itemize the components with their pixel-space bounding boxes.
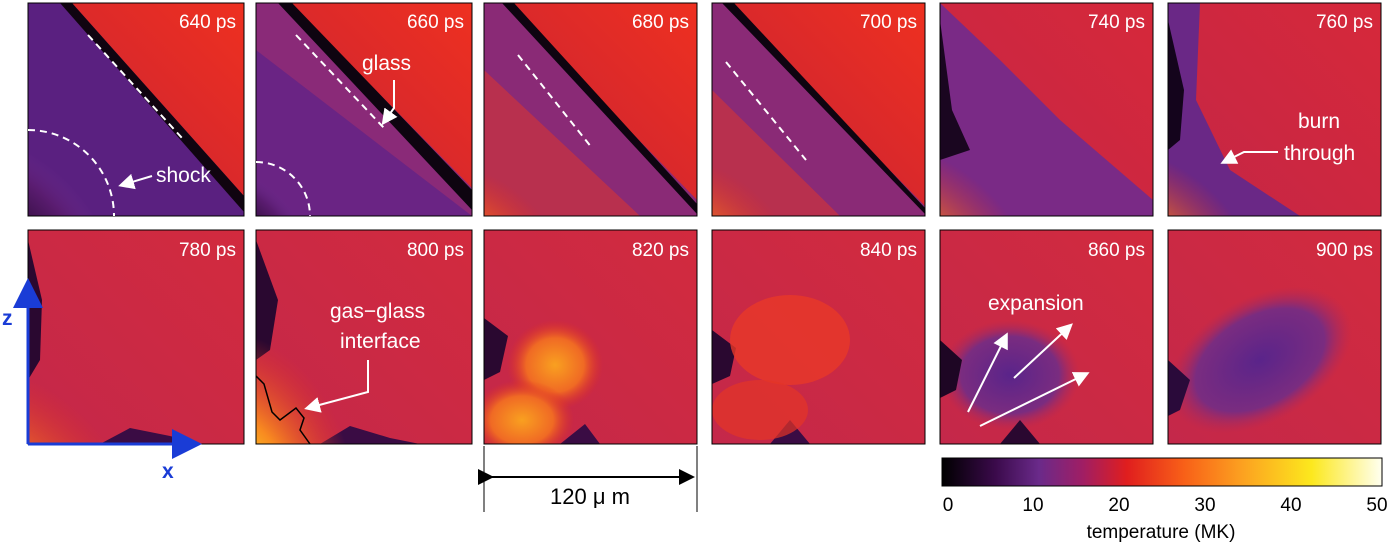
time-label-900: 900 ps [1316,240,1373,261]
time-label-700: 700 ps [860,12,917,33]
colorbar: 0 10 20 30 40 50 temperature (MK) [941,457,1388,543]
panel-660ps [256,3,472,216]
colorbar-tick-40: 40 [1280,495,1301,516]
panel-800ps [256,230,472,444]
time-label-780: 780 ps [179,240,236,261]
time-label-860: 860 ps [1088,240,1145,261]
colorbar-tick-10: 10 [1022,495,1043,516]
panel-780ps [28,230,244,444]
scale-bar-label: 120 μ m [550,484,630,509]
panel-860ps [940,230,1153,444]
scale-bar: 120 μ m [478,446,698,512]
colorbar-tick-0: 0 [943,495,954,516]
colorbar-label: temperature (MK) [1087,522,1236,543]
time-label-760: 760 ps [1316,12,1373,33]
axis-indicator: z x [2,278,202,483]
interface-label: interface [340,330,421,353]
time-label-820: 820 ps [632,240,689,261]
z-axis-label: z [2,307,13,330]
time-label-740: 740 ps [1088,12,1145,33]
through-label: through [1284,142,1355,165]
glass-label: glass [362,52,411,75]
panel-680ps [484,3,697,216]
gas-glass-label: gas−glass [330,300,425,323]
colorbar-tick-30: 30 [1194,495,1215,516]
panel-900ps [1168,230,1381,444]
x-axis-label: x [162,460,174,483]
annotations: shock glass burn through gas−glass inter… [118,52,1355,427]
time-label-660: 660 ps [407,12,464,33]
colorbar-tick-20: 20 [1108,495,1129,516]
colorbar-tick-50: 50 [1366,495,1387,516]
expansion-label: expansion [988,292,1084,315]
time-label-800: 800 ps [407,240,464,261]
time-label-680: 680 ps [632,12,689,33]
panel-740ps [940,3,1153,216]
burn-label: burn [1298,110,1340,133]
panel-700ps [712,3,925,216]
panel-820ps [484,230,697,444]
time-label-640: 640 ps [179,12,236,33]
panel-760ps [1168,3,1381,216]
panel-840ps [712,230,925,444]
time-label-840: 840 ps [860,240,917,261]
time-labels: 640 ps 660 ps 680 ps 700 ps 740 ps 760 p… [179,12,1373,261]
shock-label: shock [156,164,211,187]
